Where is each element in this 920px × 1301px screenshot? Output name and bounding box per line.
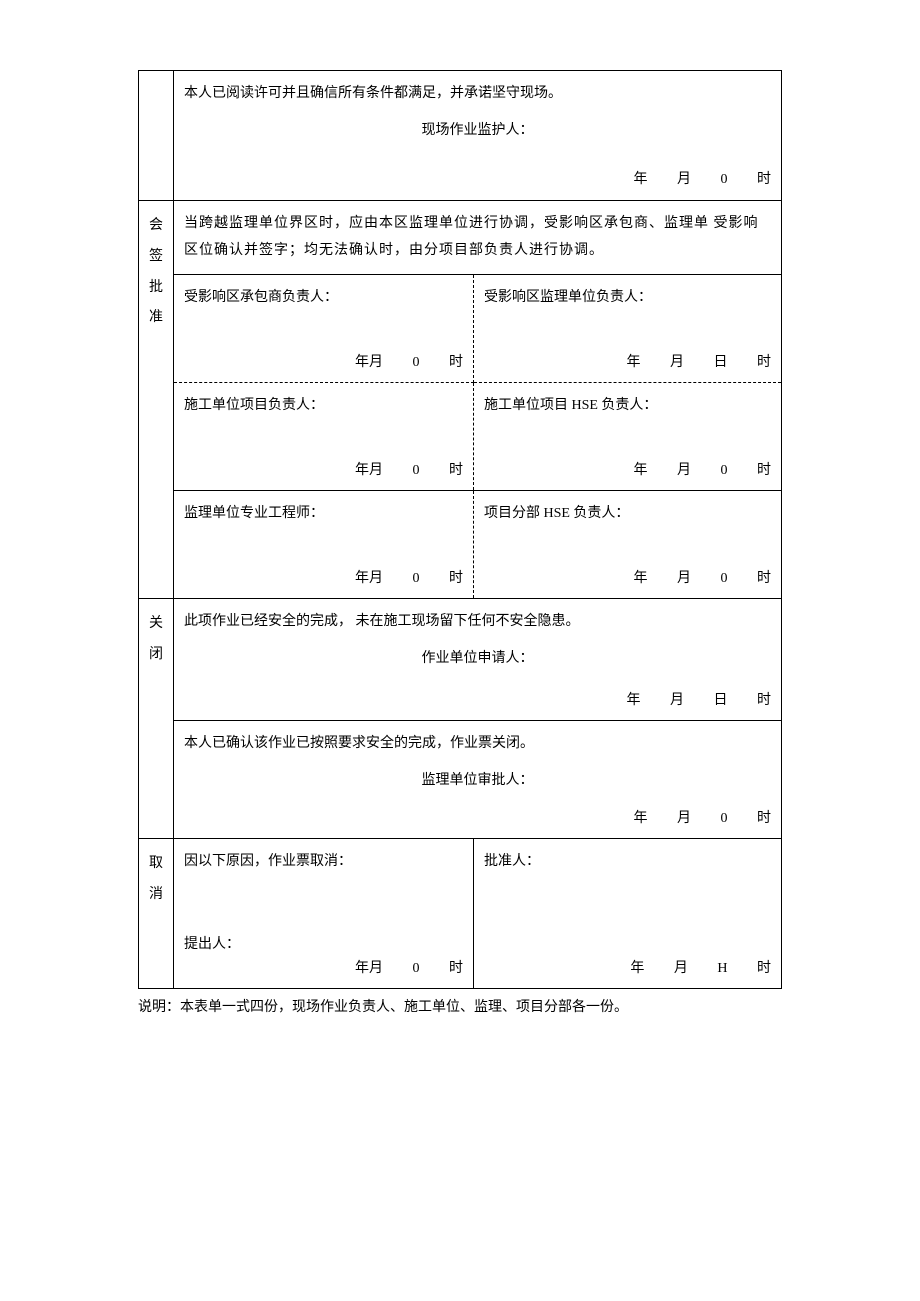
affected-supervision-cell: 受影响区监理单位负责人： 年 月 日 时 xyxy=(473,275,781,383)
countersign-label: 会签 批 准 xyxy=(139,201,174,599)
construction-pm-label: 施工单位项目负责人： xyxy=(184,393,463,420)
supervision-engineer-date: 年月 0 时 xyxy=(184,566,463,593)
close-applicant-cell: 此项作业已经安全的完成， 未在施工现场留下任何不安全隐患。 作业单位申请人： 年… xyxy=(174,599,782,721)
construction-hse-label: 施工单位项目 HSE 负责人： xyxy=(484,393,771,420)
affected-contractor-label: 受影响区承包商负责人： xyxy=(184,285,463,312)
cancel-right-cell: 批准人： 年 月 H 时 xyxy=(473,839,781,989)
supervision-engineer-cell: 监理单位专业工程师： 年月 0 时 xyxy=(174,491,474,599)
construction-hse-cell: 施工单位项目 HSE 负责人： 年 月 0 时 xyxy=(473,383,781,491)
project-hse-label: 项目分部 HSE 负责人： xyxy=(484,501,771,528)
cancel-reason-label: 因以下原因，作业票取消： xyxy=(184,849,463,876)
close-approver-cell: 本人已确认该作业已按照要求安全的完成，作业票关闭。 监理单位审批人： 年 月 0… xyxy=(174,721,782,839)
approval-form: 本人已阅读许可并且确信所有条件都满足，并承诺坚守现场。 现场作业监护人： 年 月… xyxy=(138,70,782,989)
supervisor-declaration-cell: 本人已阅读许可并且确信所有条件都满足，并承诺坚守现场。 现场作业监护人： 年 月… xyxy=(174,71,782,201)
affected-supervision-date: 年 月 日 时 xyxy=(484,350,771,377)
footnote: 说明：本表单一式四份，现场作业负责人、施工单位、监理、项目分部各一份。 xyxy=(138,995,782,1022)
cancel-approver-label: 批准人： xyxy=(484,849,771,876)
countersign-intro: 当跨越监理单位界区时，应由本区监理单位进行协调，受影响区承包商、监理单 受影响区… xyxy=(174,201,782,275)
close-applicant-date: 年 月 日 时 xyxy=(184,688,771,715)
cancel-right-date: 年 月 H 时 xyxy=(484,956,771,983)
blank-label xyxy=(139,71,174,201)
supervisor-sig-label: 现场作业监护人： xyxy=(184,118,771,145)
close-applicant-label: 作业单位申请人： xyxy=(184,646,771,673)
affected-supervision-label: 受影响区监理单位负责人： xyxy=(484,285,771,312)
close-approver-label: 监理单位审批人： xyxy=(184,768,771,795)
cancel-proposer-label: 提出人： xyxy=(184,932,240,959)
project-hse-date: 年 月 0 时 xyxy=(484,566,771,593)
supervisor-date: 年 月 0 时 xyxy=(184,167,771,194)
close-approver-date: 年 月 0 时 xyxy=(184,806,771,833)
close-text-1: 此项作业已经安全的完成， 未在施工现场留下任何不安全隐患。 xyxy=(184,609,771,636)
construction-hse-date: 年 月 0 时 xyxy=(484,458,771,485)
construction-pm-date: 年月 0 时 xyxy=(184,458,463,485)
cancel-label: 取 消 xyxy=(139,839,174,989)
affected-contractor-date: 年月 0 时 xyxy=(184,350,463,377)
construction-pm-cell: 施工单位项目负责人： 年月 0 时 xyxy=(174,383,474,491)
close-text-2: 本人已确认该作业已按照要求安全的完成，作业票关闭。 xyxy=(184,731,771,758)
affected-contractor-cell: 受影响区承包商负责人： 年月 0 时 xyxy=(174,275,474,383)
project-hse-cell: 项目分部 HSE 负责人： 年 月 0 时 xyxy=(473,491,781,599)
cancel-left-cell: 因以下原因，作业票取消： 提出人： 年月 0 时 xyxy=(174,839,474,989)
close-label: 关 闭 xyxy=(139,599,174,839)
supervision-engineer-label: 监理单位专业工程师： xyxy=(184,501,463,528)
cancel-left-date: 年月 0 时 xyxy=(184,956,463,983)
declaration-text: 本人已阅读许可并且确信所有条件都满足，并承诺坚守现场。 xyxy=(184,81,771,108)
